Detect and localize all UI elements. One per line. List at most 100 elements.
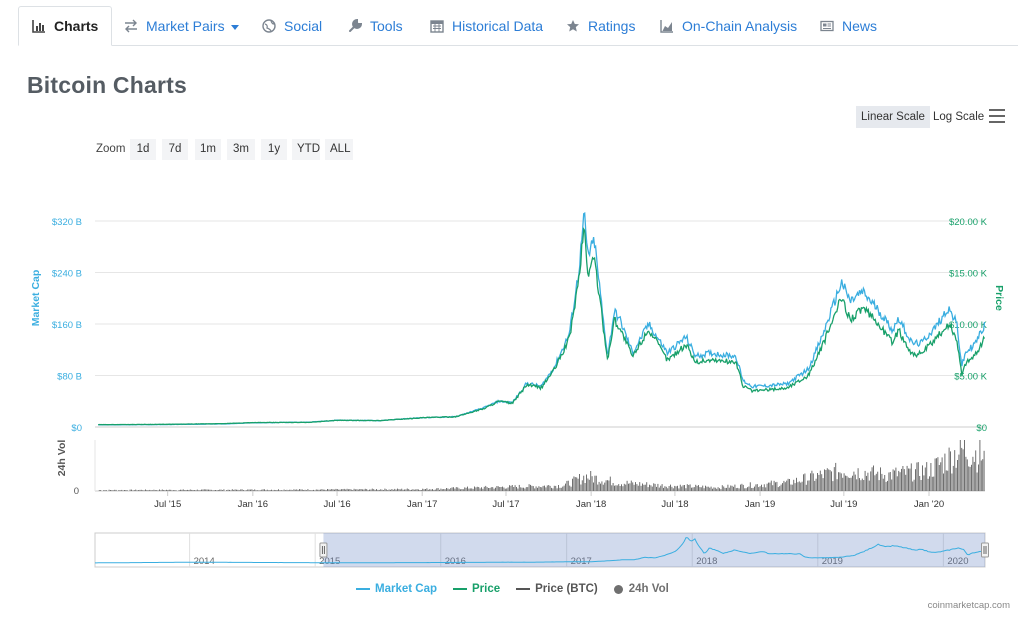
zoom-1m-button[interactable]: 1m	[195, 139, 221, 160]
x-tick-label: Jul '19	[830, 499, 857, 510]
volume-bar	[185, 490, 187, 491]
tab-charts[interactable]: Charts	[18, 6, 113, 46]
volume-bar	[833, 467, 835, 491]
legend-item-price-btc[interactable]: Price (BTC)	[516, 583, 598, 595]
volume-bar	[639, 482, 641, 491]
zoom-3m-button[interactable]: 3m	[227, 139, 255, 160]
volume-bar	[913, 479, 915, 491]
tab-tools[interactable]: Tools	[348, 6, 403, 46]
volume-bar	[378, 489, 380, 491]
volume-bar	[175, 490, 177, 491]
zoom-label: Zoom	[96, 143, 126, 155]
legend-item-market-cap[interactable]: Market Cap	[356, 583, 437, 595]
volume-bar	[441, 489, 443, 491]
volume-bar	[852, 475, 853, 491]
volume-bar	[713, 487, 715, 491]
legend-item-24h-vol[interactable]: 24h Vol	[613, 583, 669, 595]
legend-label: Price (BTC)	[535, 583, 598, 595]
volume-bar	[938, 465, 940, 491]
volume-bar	[266, 489, 268, 491]
zoom-1y-button[interactable]: 1y	[261, 139, 287, 160]
hamburger-menu-icon[interactable]	[989, 109, 1005, 123]
volume-bar	[777, 487, 779, 491]
volume-bar	[444, 489, 446, 491]
volume-bar	[140, 489, 142, 491]
volume-bar	[798, 481, 800, 491]
volume-bar	[556, 488, 558, 491]
volume-bar	[532, 486, 534, 491]
volume-bar	[601, 481, 603, 491]
bar-chart-icon	[32, 19, 46, 33]
volume-bar	[735, 488, 737, 491]
tab-news[interactable]: News	[820, 6, 877, 46]
volume-bar	[384, 488, 386, 491]
volume-bar	[182, 489, 184, 491]
volume-bar	[825, 470, 827, 491]
legend-swatch	[516, 588, 531, 590]
volume-bar	[696, 485, 698, 491]
volume-bar	[623, 483, 625, 491]
volume-bar	[136, 490, 138, 491]
volume-bar	[173, 490, 174, 491]
volume-bar	[642, 483, 643, 491]
volume-bar	[511, 485, 513, 491]
volume-bar	[702, 485, 704, 491]
volume-bar	[416, 489, 418, 491]
volume-bar	[114, 489, 116, 491]
volume-bar	[874, 475, 876, 491]
volume-bar	[640, 485, 642, 491]
volume-bar	[635, 482, 636, 491]
log-scale-button[interactable]: Log Scale	[933, 111, 985, 123]
volume-bar	[366, 489, 368, 491]
volume-bar	[230, 490, 232, 491]
zoom-all-button[interactable]: ALL	[325, 139, 353, 160]
volume-bar	[112, 490, 114, 491]
volume-bar	[500, 487, 502, 491]
volume-bar	[458, 488, 460, 491]
tab-social[interactable]: Social	[262, 6, 322, 46]
zoom-ytd-button[interactable]: YTD	[292, 139, 320, 160]
volume-bar	[353, 488, 355, 491]
volume-bar	[829, 470, 831, 491]
volume-bar	[472, 488, 474, 491]
volume-bar	[780, 484, 782, 491]
volume-bar	[584, 483, 586, 491]
volume-bar	[306, 490, 307, 491]
volume-bar	[826, 468, 828, 491]
volume-bar	[415, 489, 417, 491]
volume-bar	[569, 485, 571, 491]
linear-scale-button[interactable]: Linear Scale	[856, 106, 930, 128]
tab-market-pairs[interactable]: Market Pairs	[124, 6, 239, 46]
tab-historical-data[interactable]: Historical Data	[430, 6, 543, 46]
navigator[interactable]: 2014201520162017201820192020	[94, 532, 989, 568]
volume-bar	[420, 490, 422, 491]
tab-on-chain-analysis[interactable]: On-Chain Analysis	[660, 6, 797, 46]
tab-ratings[interactable]: Ratings	[566, 6, 635, 46]
volume-bar	[724, 487, 726, 491]
zoom-1d-button[interactable]: 1d	[130, 139, 156, 160]
zoom-7d-button[interactable]: 7d	[162, 139, 188, 160]
globe-icon	[262, 19, 276, 33]
volume-bar	[259, 490, 261, 491]
volume-bar	[818, 474, 820, 491]
volume-bar	[793, 479, 795, 491]
volume-bar	[758, 487, 760, 491]
volume-bar	[790, 484, 792, 491]
x-tick-label: Jul '15	[154, 499, 181, 510]
volume-bar	[539, 487, 541, 491]
x-tick-label: Jul '17	[492, 499, 519, 510]
volume-bar	[831, 471, 832, 491]
volume-bar	[686, 484, 688, 491]
volume-bar	[406, 488, 408, 491]
volume-bar	[541, 487, 543, 491]
volume-bar	[296, 489, 298, 491]
volume-bar	[707, 486, 709, 491]
volume-bar	[811, 470, 813, 491]
volume-bar	[598, 481, 600, 491]
volume-bar	[237, 489, 239, 491]
volume-bar	[401, 488, 403, 491]
legend-item-price[interactable]: Price	[453, 583, 500, 595]
volume-bar	[636, 484, 638, 491]
volume-bar	[188, 490, 190, 491]
volume-bar	[888, 472, 890, 491]
